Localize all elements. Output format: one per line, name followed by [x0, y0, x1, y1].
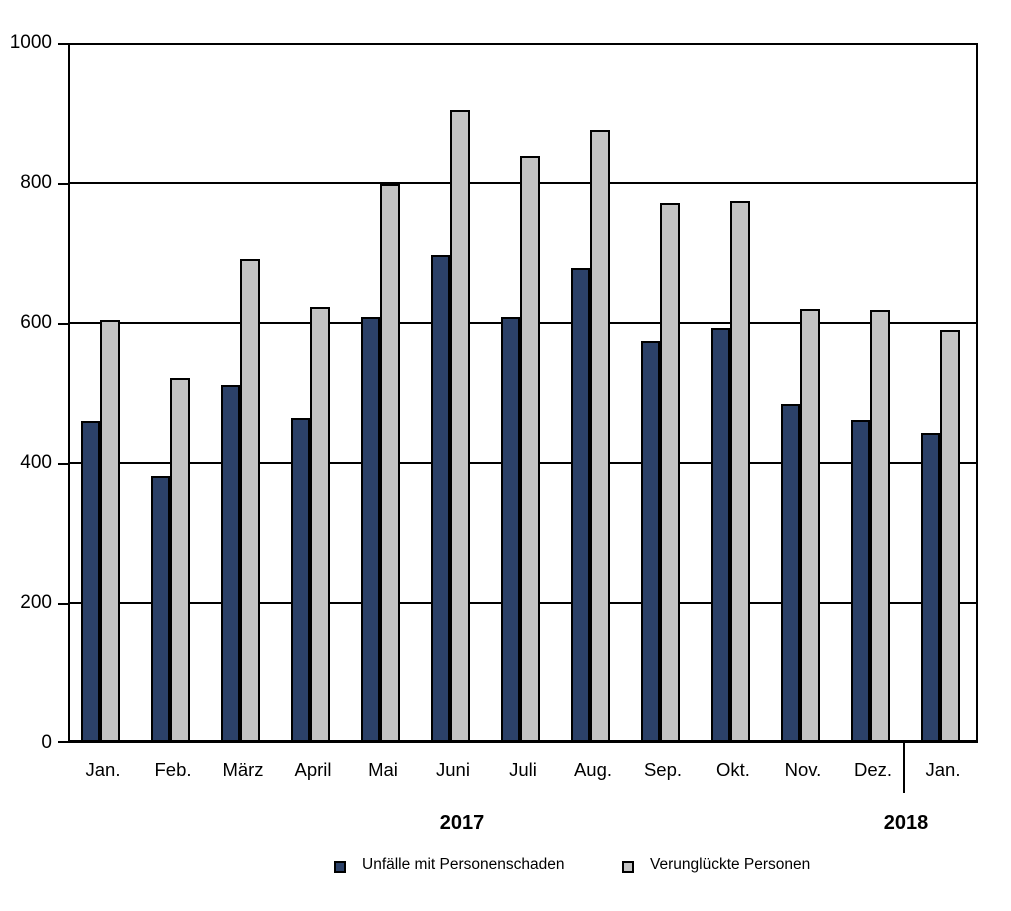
bar-verunglueckte-Nov-11 [800, 309, 820, 743]
y-axis-tick-800 [58, 183, 68, 185]
legend-swatch-casualties-icon [622, 861, 634, 873]
bar-unfaelle-Juli-7 [501, 317, 520, 743]
year-separator-line [903, 743, 905, 793]
bar-verunglueckte-Mai-5 [380, 184, 400, 743]
month-label-10: Okt. [716, 759, 750, 780]
bar-unfaelle-Mai-5 [361, 317, 380, 743]
category-cell-7 [488, 43, 558, 743]
bar-unfaelle-Jan-13 [921, 432, 940, 743]
bar-unfaelle-Sep-9 [641, 341, 660, 743]
plot-right-border [976, 43, 978, 743]
month-label-9: Sep. [643, 759, 683, 780]
legend-label-casualties: Verunglückte Personen [650, 856, 811, 873]
category-cell-12 [838, 43, 908, 743]
y-axis-tick-200 [58, 603, 68, 605]
month-label-8: Aug. [573, 759, 613, 780]
category-cell-11 [768, 43, 838, 743]
category-cell-6 [418, 43, 488, 743]
y-axis-line [68, 43, 70, 743]
y-axis-label-800: 800 [20, 172, 52, 193]
bar-unfaelle-Okt-10 [711, 327, 730, 743]
month-label-3: März [222, 759, 264, 780]
month-label-11: Nov. [784, 759, 822, 780]
month-label-7: Juli [509, 759, 537, 780]
bar-verunglueckte-April-4 [310, 306, 330, 743]
plot-area [58, 43, 978, 743]
y-axis-tick-600 [58, 323, 68, 325]
legend-label-accidents: Unfälle mit Personenschaden [362, 856, 565, 873]
bar-verunglueckte-Juli-7 [520, 155, 540, 743]
bar-unfaelle-April-4 [291, 417, 310, 743]
bar-verunglueckte-März-3 [240, 258, 260, 743]
month-label-2: Feb. [154, 759, 192, 780]
y-axis-label-400: 400 [20, 452, 52, 473]
y-axis-label-600: 600 [20, 312, 52, 333]
bar-unfaelle-Feb-2 [151, 475, 170, 743]
category-cell-3 [208, 43, 278, 743]
bar-verunglueckte-Jan-1 [100, 319, 120, 743]
bar-unfaelle-Dez-12 [851, 419, 870, 743]
bar-unfaelle-Juni-6 [431, 255, 450, 743]
bar-unfaelle-Nov-11 [781, 404, 800, 743]
category-cell-8 [558, 43, 628, 743]
month-label-6: Juni [436, 759, 470, 780]
month-label-4: April [294, 759, 332, 780]
category-cell-4 [278, 43, 348, 743]
bar-verunglueckte-Aug-8 [590, 129, 610, 743]
legend-swatch-accidents-icon [334, 861, 346, 873]
year-label-2017: 2017 [439, 812, 485, 834]
category-cell-1 [68, 43, 138, 743]
month-label-12: Dez. [853, 759, 893, 780]
bar-unfaelle-März-3 [221, 385, 240, 743]
category-cell-5 [348, 43, 418, 743]
bar-verunglueckte-Jan-13 [940, 330, 960, 743]
month-label-5: Mai [368, 759, 398, 780]
bar-verunglueckte-Sep-9 [660, 203, 680, 743]
y-axis-label-0: 0 [41, 732, 52, 753]
category-cell-13 [908, 43, 978, 743]
bar-verunglueckte-Feb-2 [170, 377, 190, 743]
category-cell-9 [628, 43, 698, 743]
bar-unfaelle-Aug-8 [571, 268, 590, 743]
y-axis-label-200: 200 [20, 592, 52, 613]
y-axis-tick-400 [58, 463, 68, 465]
bar-verunglueckte-Dez-12 [870, 309, 890, 743]
year-label-2018: 2018 [883, 812, 929, 834]
category-cell-10 [698, 43, 768, 743]
gridline-1000 [68, 43, 978, 45]
y-axis-tick-1000 [58, 43, 68, 45]
bar-verunglueckte-Juni-6 [450, 109, 470, 743]
x-axis-line [68, 740, 978, 743]
y-axis-label-1000: 1000 [9, 32, 52, 53]
month-label-13: Jan. [925, 759, 961, 780]
bar-verunglueckte-Okt-10 [730, 201, 750, 743]
month-label-1: Jan. [85, 759, 121, 780]
bar-unfaelle-Jan-1 [81, 421, 100, 743]
category-cell-2 [138, 43, 208, 743]
y-axis-tick-0 [58, 741, 68, 743]
